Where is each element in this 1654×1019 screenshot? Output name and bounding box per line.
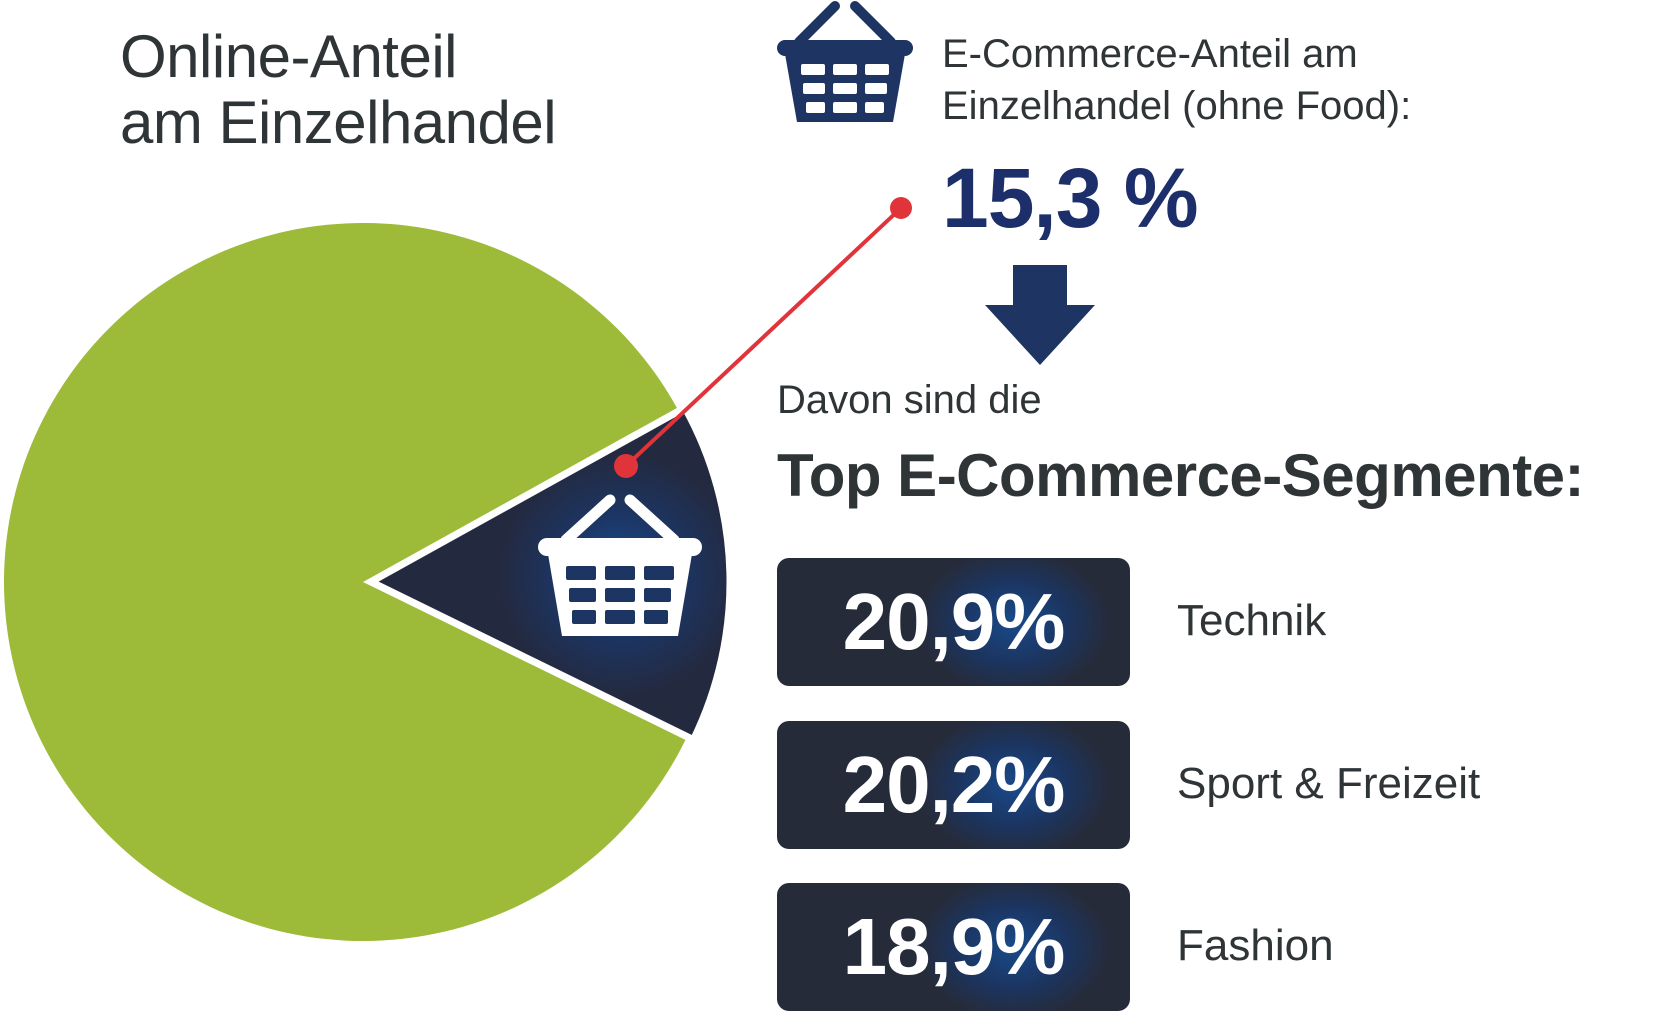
ecommerce-share-label-line1: E-Commerce-Anteil am bbox=[942, 32, 1358, 76]
chart-title: Online-Anteil am Einzelhandel bbox=[120, 23, 557, 156]
segment-value: 20,2% bbox=[842, 740, 1066, 829]
segment-value: 20,9% bbox=[842, 577, 1066, 666]
ecommerce-share-label: E-Commerce-Anteil am Einzelhandel (ohne … bbox=[942, 28, 1411, 132]
segment-value-box: 20,2% bbox=[777, 721, 1130, 849]
segment-label: Fashion bbox=[1177, 921, 1334, 970]
arrow-down-icon bbox=[985, 265, 1095, 365]
segments-title: Top E-Commerce-Segmente: bbox=[777, 442, 1585, 509]
segment-value-box: 20,9% bbox=[777, 558, 1130, 686]
pie-slice-online bbox=[363, 402, 734, 745]
ecommerce-share-value: 15,3 % bbox=[942, 151, 1199, 245]
segment-label: Sport & Freizeit bbox=[1177, 759, 1481, 808]
pie-slice-rest bbox=[3, 222, 686, 942]
segment-row: 20,2% Sport & Freizeit bbox=[777, 721, 1480, 849]
leader-dot-outer bbox=[890, 197, 912, 219]
segment-value-box: 18,9% bbox=[777, 883, 1130, 1011]
shopping-basket-icon bbox=[777, 1, 913, 122]
chart-title-line2: am Einzelhandel bbox=[120, 89, 557, 156]
segments-intro: Davon sind die bbox=[777, 378, 1042, 422]
segment-row: 18,9% Fashion bbox=[777, 883, 1334, 1011]
segment-value: 18,9% bbox=[842, 902, 1066, 991]
leader-line bbox=[624, 206, 903, 468]
segment-label: Technik bbox=[1177, 596, 1327, 645]
chart-title-line1: Online-Anteil bbox=[120, 23, 458, 90]
ecommerce-share-label-line2: Einzelhandel (ohne Food): bbox=[942, 84, 1412, 128]
leader-dot-inner bbox=[614, 454, 638, 478]
segment-row: 20,9% Technik bbox=[777, 558, 1326, 686]
basket-in-slice-icon bbox=[538, 494, 702, 636]
